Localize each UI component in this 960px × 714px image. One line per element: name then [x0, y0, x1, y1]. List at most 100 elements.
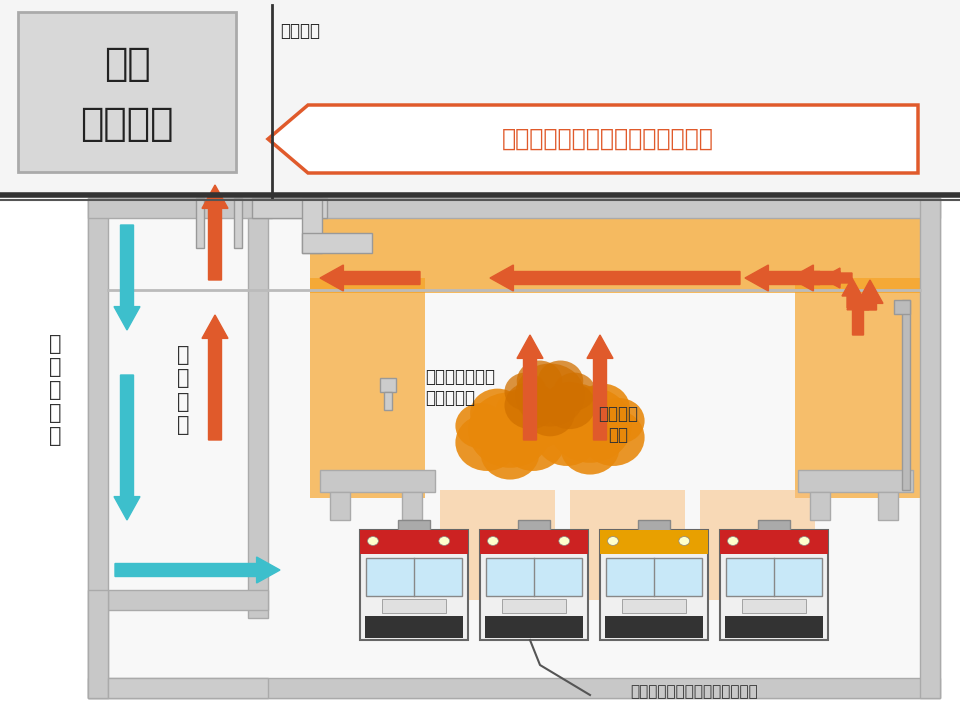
- Ellipse shape: [582, 409, 644, 466]
- Text: 熱
い
空
気: 熱 い 空 気: [177, 345, 189, 435]
- Text: 中央吹き抜けを
熱気が上昇: 中央吹き抜けを 熱気が上昇: [425, 368, 495, 407]
- Ellipse shape: [368, 537, 378, 545]
- FancyBboxPatch shape: [234, 198, 242, 248]
- FancyBboxPatch shape: [302, 198, 322, 253]
- FancyArrow shape: [842, 278, 862, 308]
- FancyBboxPatch shape: [902, 300, 910, 490]
- FancyBboxPatch shape: [894, 300, 910, 314]
- FancyBboxPatch shape: [607, 558, 702, 596]
- FancyBboxPatch shape: [310, 278, 425, 498]
- FancyBboxPatch shape: [480, 530, 588, 640]
- Ellipse shape: [515, 403, 564, 448]
- FancyArrow shape: [320, 265, 420, 291]
- FancyArrow shape: [790, 265, 840, 291]
- FancyBboxPatch shape: [720, 530, 828, 554]
- FancyBboxPatch shape: [502, 599, 566, 613]
- FancyBboxPatch shape: [517, 520, 550, 532]
- FancyArrow shape: [202, 185, 228, 280]
- FancyBboxPatch shape: [600, 530, 708, 554]
- FancyBboxPatch shape: [795, 278, 920, 498]
- Ellipse shape: [525, 392, 574, 436]
- Ellipse shape: [505, 373, 546, 411]
- Ellipse shape: [543, 382, 595, 429]
- FancyBboxPatch shape: [600, 530, 708, 640]
- FancyBboxPatch shape: [196, 198, 204, 248]
- FancyBboxPatch shape: [360, 530, 468, 554]
- FancyBboxPatch shape: [248, 218, 268, 618]
- FancyBboxPatch shape: [920, 198, 940, 698]
- Ellipse shape: [470, 388, 525, 438]
- Ellipse shape: [728, 537, 738, 545]
- FancyBboxPatch shape: [88, 678, 940, 698]
- FancyBboxPatch shape: [310, 218, 920, 293]
- FancyArrow shape: [517, 335, 543, 440]
- FancyBboxPatch shape: [0, 195, 960, 714]
- FancyBboxPatch shape: [330, 492, 350, 520]
- FancyBboxPatch shape: [798, 470, 913, 492]
- FancyBboxPatch shape: [757, 520, 790, 532]
- FancyBboxPatch shape: [320, 470, 435, 492]
- Ellipse shape: [516, 361, 563, 401]
- FancyBboxPatch shape: [878, 492, 898, 520]
- Text: 内部発熱により駅構内温度上昇: 内部発熱により駅構内温度上昇: [630, 685, 757, 700]
- FancyBboxPatch shape: [88, 198, 108, 698]
- Text: 列車冷房
排熱: 列車冷房 排熱: [598, 405, 638, 444]
- FancyBboxPatch shape: [486, 615, 583, 638]
- FancyBboxPatch shape: [108, 678, 268, 698]
- Ellipse shape: [468, 392, 552, 468]
- FancyBboxPatch shape: [380, 378, 396, 392]
- FancyArrow shape: [114, 375, 140, 520]
- Ellipse shape: [515, 363, 585, 426]
- Ellipse shape: [538, 361, 584, 401]
- Text: 冷
た
い
空
気: 冷 た い 空 気: [49, 333, 61, 446]
- Ellipse shape: [495, 388, 550, 438]
- Ellipse shape: [554, 373, 595, 411]
- Ellipse shape: [799, 537, 809, 545]
- FancyBboxPatch shape: [726, 615, 823, 638]
- FancyArrow shape: [857, 280, 883, 310]
- FancyBboxPatch shape: [727, 558, 822, 596]
- Text: 渋谷ヒカリエ開口から屋外に排出: 渋谷ヒカリエ開口から屋外に排出: [502, 127, 714, 151]
- FancyBboxPatch shape: [741, 599, 806, 613]
- Ellipse shape: [679, 537, 689, 545]
- Ellipse shape: [559, 537, 569, 545]
- Text: ヒカリエ: ヒカリエ: [81, 105, 174, 143]
- Text: 敷地境界: 敷地境界: [280, 22, 320, 40]
- FancyBboxPatch shape: [367, 558, 462, 596]
- FancyBboxPatch shape: [397, 520, 430, 532]
- FancyBboxPatch shape: [360, 530, 468, 640]
- FancyBboxPatch shape: [88, 590, 108, 698]
- FancyBboxPatch shape: [366, 615, 463, 638]
- FancyBboxPatch shape: [606, 615, 703, 638]
- Text: 渋谷: 渋谷: [104, 45, 151, 83]
- FancyBboxPatch shape: [700, 490, 815, 600]
- FancyArrow shape: [115, 557, 280, 583]
- Ellipse shape: [536, 409, 598, 466]
- FancyBboxPatch shape: [88, 198, 272, 218]
- FancyArrow shape: [202, 315, 228, 440]
- Ellipse shape: [550, 383, 605, 433]
- FancyBboxPatch shape: [0, 0, 960, 195]
- FancyBboxPatch shape: [810, 492, 830, 520]
- FancyBboxPatch shape: [570, 490, 685, 600]
- FancyArrow shape: [490, 265, 740, 291]
- FancyBboxPatch shape: [384, 392, 392, 410]
- FancyBboxPatch shape: [108, 590, 268, 610]
- FancyBboxPatch shape: [487, 558, 582, 596]
- FancyArrow shape: [847, 290, 869, 335]
- FancyBboxPatch shape: [440, 490, 555, 600]
- FancyBboxPatch shape: [637, 520, 670, 532]
- FancyBboxPatch shape: [402, 492, 422, 520]
- FancyBboxPatch shape: [302, 233, 372, 253]
- Ellipse shape: [608, 537, 618, 545]
- Ellipse shape: [536, 398, 586, 443]
- Ellipse shape: [594, 398, 644, 443]
- FancyBboxPatch shape: [622, 599, 686, 613]
- Ellipse shape: [488, 537, 498, 545]
- FancyBboxPatch shape: [268, 198, 940, 218]
- FancyBboxPatch shape: [720, 530, 828, 640]
- FancyBboxPatch shape: [382, 599, 446, 613]
- FancyBboxPatch shape: [480, 530, 588, 554]
- Ellipse shape: [505, 382, 557, 429]
- FancyArrow shape: [822, 268, 852, 288]
